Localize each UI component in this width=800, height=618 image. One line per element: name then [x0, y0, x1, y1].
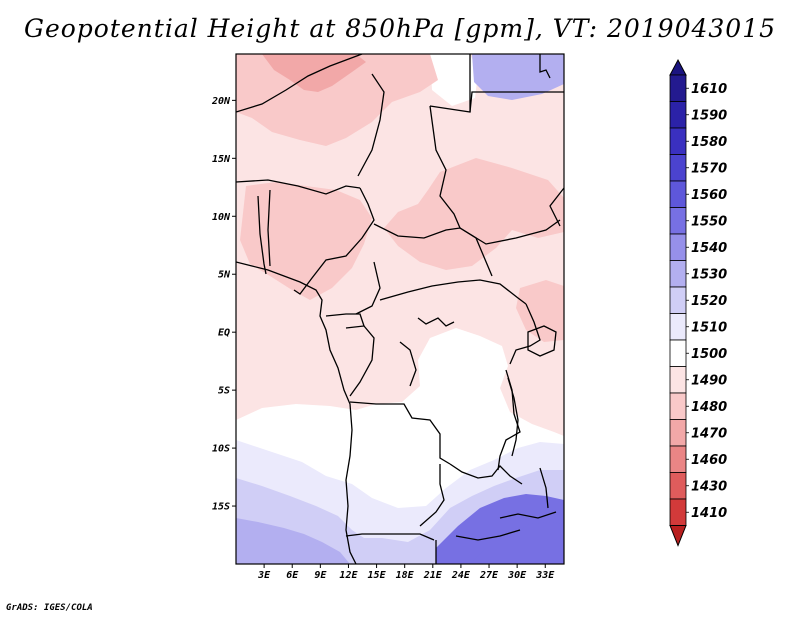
border-car-cameroon — [355, 261, 381, 315]
lon-tick-label: 18E — [396, 570, 415, 581]
colorbar-label: 1470 — [691, 426, 727, 441]
colorbar-label: 1510 — [691, 320, 727, 335]
colorbar-label: 1410 — [691, 506, 727, 521]
colorbar-box — [669, 101, 687, 129]
colorbar-box — [669, 445, 687, 473]
border-benin-nigeria — [267, 189, 271, 267]
colorbar-label: 1460 — [691, 453, 727, 468]
colorbar: 1610 1590 1580 1570 1560 1550 1540 1530 1520 1510… — [669, 58, 727, 547]
grads-credit: GrADS: IGES/COLA — [6, 603, 93, 613]
colorbar-box — [669, 180, 687, 208]
colorbar-label: 1520 — [691, 294, 727, 309]
colorbar-box — [669, 472, 687, 500]
lat-tick-label: 20N — [211, 96, 231, 107]
colorbar-label: 1590 — [691, 108, 727, 123]
border-chad-niger — [357, 73, 385, 177]
border-libya-chad — [236, 54, 363, 113]
height-field — [236, 54, 564, 564]
colorbar-box — [669, 392, 687, 420]
lat-tick-label: 5S — [218, 386, 230, 397]
border-southsudan-east — [549, 187, 564, 227]
border-nigeria-niger — [236, 179, 361, 195]
colorbar-box — [669, 339, 687, 367]
lon-tick-label: 30E — [507, 570, 527, 581]
lake-malawi — [539, 467, 549, 509]
colorbar-label: 1610 — [691, 82, 727, 97]
border-cameroon-gabon — [325, 313, 365, 329]
lon-tick-label: 9E — [314, 570, 327, 581]
colorbar-box — [669, 313, 687, 341]
lon-tick-label: 27E — [479, 570, 499, 581]
border-congo-drc — [349, 325, 375, 397]
chart-title: Geopotential Height at 850hPa [gpm], VT:… — [23, 14, 777, 43]
border-car-drc — [379, 279, 527, 305]
longitude-axis: 3E 6E 9E 12E 15E 18E 21E 24E 27E 30E 33E — [257, 564, 555, 581]
lon-tick-label: 21E — [423, 570, 443, 581]
region-salmon-sudan — [384, 158, 564, 270]
colorbar-label: 1500 — [691, 347, 727, 362]
colorbar-box — [669, 154, 687, 182]
lon-tick-label: 12E — [339, 570, 358, 581]
border-chad-sudan — [429, 105, 461, 229]
border-drc-inner-1 — [417, 317, 455, 327]
colorbar-top-arrow — [669, 58, 687, 76]
region-white-north — [430, 54, 478, 106]
lat-tick-label: 10N — [212, 212, 231, 223]
border-zimbabwe — [455, 529, 521, 541]
colorbar-label: 1530 — [691, 267, 727, 282]
border-drc-inner-2 — [399, 341, 417, 387]
colorbar-label: 1540 — [691, 241, 727, 256]
colorbar-label: 1430 — [691, 479, 727, 494]
lat-tick-label: 10S — [212, 444, 230, 455]
latitude-axis: 20N 15N 10N 5N EQ 5S 10S 15S — [211, 96, 236, 513]
colorbar-label: 1490 — [691, 373, 727, 388]
lat-tick-label: 15N — [212, 154, 231, 165]
colorbar-box — [669, 207, 687, 235]
border-angola-zambia — [419, 464, 445, 527]
border-sudan-southsudan — [459, 219, 561, 245]
border-nigeria-cameroon — [293, 187, 375, 295]
plot-frame — [235, 53, 565, 565]
lon-tick-label: 6E — [286, 570, 299, 581]
lake-tanganyika — [507, 377, 519, 457]
colorbar-box — [669, 260, 687, 288]
border-drc-zambia — [449, 463, 523, 485]
lon-tick-label: 33E — [535, 570, 555, 581]
colorbar-bottom-arrow — [669, 525, 687, 547]
colorbar-box — [669, 233, 687, 261]
coast-west — [236, 261, 357, 564]
border-drc-angola-north — [349, 401, 451, 465]
coast-east-north — [539, 54, 551, 79]
colorbar-box — [669, 498, 687, 526]
lat-tick-label: EQ — [218, 328, 230, 339]
lat-tick-label: 15S — [212, 502, 230, 513]
colorbar-box — [669, 286, 687, 314]
border-uganda-drc — [509, 303, 541, 365]
region-lavender-northeast — [472, 54, 564, 100]
region-violet-south-2 — [236, 530, 348, 564]
colorbar-label: 1550 — [691, 214, 727, 229]
lon-tick-label: 3E — [257, 570, 271, 581]
lon-tick-label: 15E — [368, 570, 387, 581]
colorbar-box — [669, 419, 687, 447]
colorbar-label: 1570 — [691, 161, 727, 176]
colorbar-label: 1560 — [691, 188, 727, 203]
border-sudan-north — [429, 91, 564, 113]
region-salmon-car — [240, 182, 372, 300]
colorbar-box — [669, 127, 687, 155]
lon-tick-label: 24E — [451, 570, 471, 581]
lat-tick-label: 5N — [218, 270, 231, 281]
colorbar-label: 1580 — [691, 135, 727, 150]
border-zambia-mozambique — [499, 511, 557, 519]
country-borders — [236, 54, 564, 564]
region-salmon-east — [516, 280, 564, 342]
colorbar-label: 1480 — [691, 400, 727, 415]
colorbar-box — [669, 74, 687, 102]
border-angola-namibia — [345, 533, 435, 541]
lake-victoria — [527, 325, 557, 357]
region-purple-southeast-deep — [470, 522, 564, 564]
colorbar-box — [669, 366, 687, 394]
